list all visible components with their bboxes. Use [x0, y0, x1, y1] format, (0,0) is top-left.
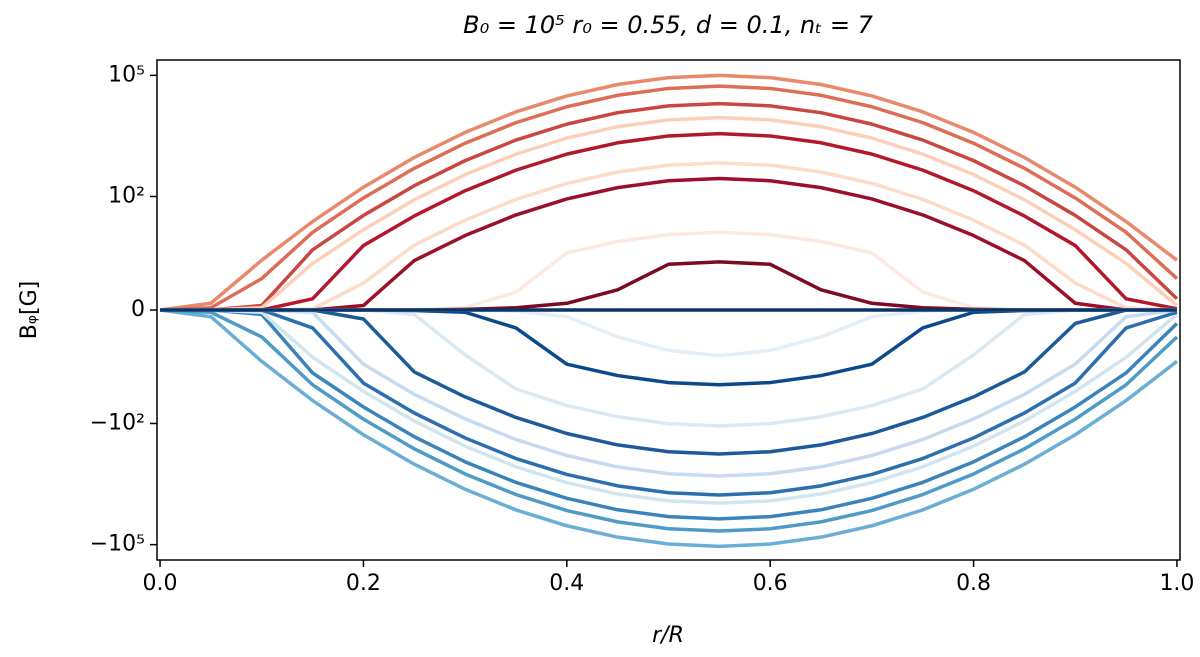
- x-tick-label: 0.0: [143, 571, 178, 596]
- series-line: [160, 308, 1179, 505]
- x-tick-label: 1.0: [1159, 571, 1194, 596]
- series-line: [160, 260, 1177, 312]
- series-line: [160, 161, 1178, 312]
- x-tick-label: 0.6: [753, 571, 788, 596]
- series-line: [159, 308, 1179, 549]
- series-line: [160, 308, 1177, 358]
- series-line: [160, 308, 1178, 497]
- x-tick-label: 0.8: [956, 571, 991, 596]
- x-tick-label: 0.2: [346, 571, 381, 596]
- series-line: [160, 131, 1178, 312]
- x-axis-label: r/R: [652, 623, 684, 648]
- y-axis-label: Bᵩ[G]: [17, 281, 42, 339]
- series-line: [160, 308, 1177, 456]
- series-line: [160, 308, 1179, 521]
- series-line: [160, 308, 1178, 478]
- chart-title: B₀ = 10⁵ r₀ = 0.55, d = 0.1, nₜ = 7: [463, 11, 873, 39]
- series-line: [159, 73, 1179, 312]
- series-line: [160, 115, 1179, 312]
- y-tick-label: −10²: [90, 410, 145, 435]
- series-line: [159, 84, 1179, 312]
- y-tick-label: 10²: [108, 184, 145, 209]
- y-tick-label: 10⁵: [108, 62, 145, 87]
- series-line: [159, 308, 1179, 533]
- series-line: [160, 101, 1179, 312]
- x-tick-label: 0.4: [549, 571, 584, 596]
- y-tick-label: 0: [131, 297, 145, 322]
- y-tick-label: −10⁵: [90, 532, 145, 557]
